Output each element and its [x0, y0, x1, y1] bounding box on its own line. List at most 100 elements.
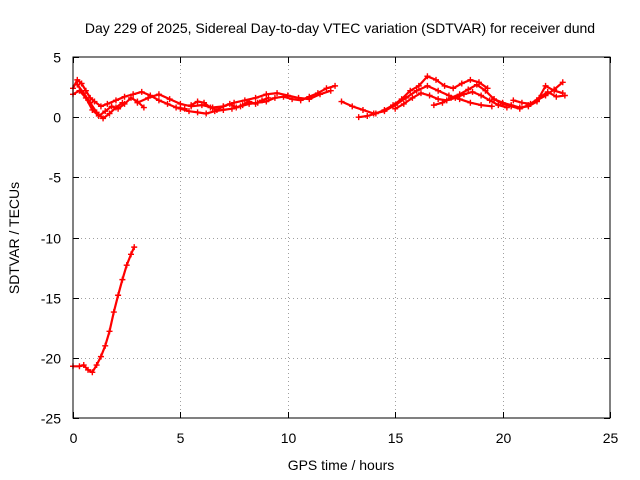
data-point — [97, 103, 104, 110]
data-point — [110, 309, 117, 316]
data-point — [433, 76, 440, 83]
data-point — [241, 97, 248, 104]
data-point — [166, 96, 173, 103]
data-point — [155, 91, 162, 98]
data-point — [252, 100, 259, 107]
data-point — [106, 110, 113, 117]
data-point — [74, 81, 81, 88]
data-point — [102, 342, 109, 349]
x-tick-label: 15 — [388, 430, 404, 446]
data-point — [121, 93, 128, 100]
data-point — [439, 99, 446, 106]
data-point — [559, 79, 566, 86]
y-tick-label: -25 — [41, 411, 61, 427]
data-point — [177, 105, 184, 112]
data-point — [131, 244, 138, 251]
data-point — [478, 92, 485, 99]
data-point — [263, 91, 270, 98]
data-point — [259, 97, 266, 104]
data-point — [297, 97, 304, 104]
data-point — [355, 114, 362, 121]
data-point — [392, 105, 399, 112]
data-point — [415, 82, 422, 89]
data-point — [89, 369, 96, 376]
data-point — [239, 102, 246, 109]
data-point — [138, 88, 145, 95]
data-point — [398, 96, 405, 103]
data-point — [400, 100, 407, 107]
data-point — [201, 99, 208, 106]
series-line — [357, 75, 489, 119]
data-point — [478, 102, 485, 109]
data-point — [409, 94, 416, 101]
data-point — [516, 104, 523, 111]
data-point — [508, 102, 515, 109]
y-tick-label: -15 — [41, 291, 61, 307]
data-point — [435, 87, 442, 94]
series-line — [71, 246, 136, 374]
data-point — [91, 98, 98, 105]
data-point — [430, 102, 437, 109]
data-point — [488, 103, 495, 110]
chart-title: Day 229 of 2025, Sidereal Day-to-day VTE… — [85, 20, 595, 36]
data-point — [130, 91, 137, 98]
data-point — [145, 94, 152, 101]
data-point — [231, 99, 238, 106]
data-point — [553, 93, 560, 100]
data-point — [527, 100, 534, 107]
data-point — [127, 94, 134, 101]
data-point — [119, 276, 126, 283]
data-point — [542, 82, 549, 89]
data-point — [469, 88, 476, 95]
data-point — [213, 106, 220, 113]
series-line — [76, 83, 124, 120]
data-point — [112, 97, 119, 104]
data-point — [203, 110, 210, 117]
data-point — [252, 94, 259, 101]
data-point — [441, 82, 448, 89]
data-point — [364, 112, 371, 119]
data-point — [536, 94, 543, 101]
y-tick-label: -5 — [49, 170, 62, 186]
data-point — [467, 76, 474, 83]
data-point — [280, 93, 287, 100]
data-point — [112, 104, 119, 111]
data-point — [314, 90, 321, 97]
x-tick-label: 20 — [496, 430, 512, 446]
data-point — [390, 102, 397, 109]
series-track-f — [188, 94, 272, 113]
series-track-h — [355, 73, 491, 121]
data-point — [372, 110, 379, 117]
x-tick-label: 5 — [177, 430, 185, 446]
data-point — [306, 93, 313, 100]
data-point — [413, 87, 420, 94]
y-tick-label: -10 — [41, 231, 61, 247]
data-point — [332, 82, 339, 89]
data-point — [220, 103, 227, 110]
data-point — [97, 353, 104, 360]
data-point — [85, 366, 92, 373]
data-point — [155, 97, 162, 104]
data-point — [448, 94, 455, 101]
data-point — [499, 99, 506, 106]
data-point — [93, 362, 100, 369]
data-point — [424, 73, 431, 80]
data-point — [323, 85, 330, 92]
data-point — [207, 104, 214, 111]
data-point — [265, 94, 272, 101]
data-point — [188, 102, 195, 109]
data-point — [458, 80, 465, 87]
data-point — [435, 96, 442, 103]
data-point — [482, 87, 489, 94]
series-track-k — [491, 82, 566, 111]
data-point — [194, 98, 201, 105]
data-point — [381, 106, 388, 113]
data-point — [289, 96, 296, 103]
data-point — [78, 80, 85, 87]
x-tick-label: 0 — [70, 430, 78, 446]
series-track-l — [510, 88, 568, 107]
data-point — [450, 85, 457, 92]
data-point — [274, 90, 281, 97]
y-tick-labels: -25 -20 -15 -10 -5 0 5 — [41, 50, 61, 427]
